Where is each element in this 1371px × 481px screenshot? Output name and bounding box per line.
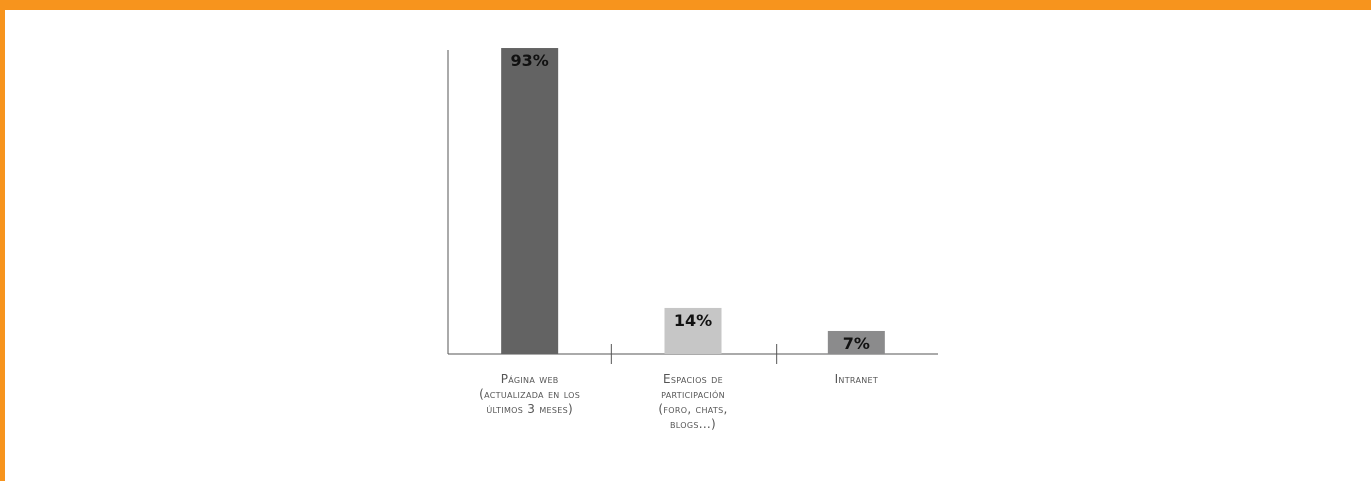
- category-label-line: blogs...): [670, 417, 716, 431]
- bar-value-label-2: 14%: [674, 311, 712, 330]
- category-label-line: últimos 3 meses): [486, 402, 573, 416]
- bar-3: [827, 330, 885, 354]
- category-label-3: Intranet: [835, 372, 878, 386]
- bar-value-label-3: 7%: [843, 334, 870, 353]
- category-label-line: Intranet: [835, 372, 878, 386]
- category-label-line: Espacios de: [663, 372, 723, 386]
- chart-bars: 93% 14% 7%: [501, 48, 885, 354]
- category-label-line: (foro, chats,: [658, 402, 727, 416]
- category-label-line: participación: [661, 387, 725, 401]
- top-frame-bar: [0, 0, 1371, 10]
- bar-value-label-1: 93%: [511, 51, 549, 70]
- bar-1: [501, 48, 559, 354]
- category-label-line: Página web: [501, 372, 559, 386]
- category-label-2: Espacios de participación (foro, chats, blo…: [658, 372, 727, 431]
- category-label-1: Página web (actualizada en los últimos 3 m…: [479, 372, 580, 416]
- left-frame-bar: [0, 0, 5, 481]
- bar-2: [664, 307, 722, 354]
- category-label-line: (actualizada en los: [479, 387, 580, 401]
- chart-category-labels: Página web (actualizada en los últimos 3 m…: [479, 372, 878, 431]
